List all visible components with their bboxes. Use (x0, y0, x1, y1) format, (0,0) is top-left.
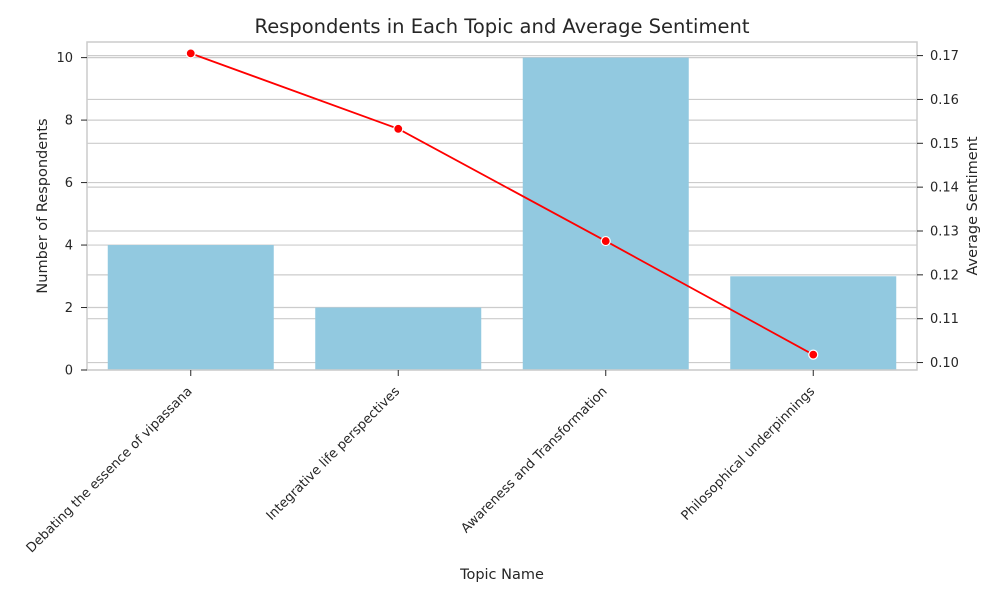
sentiment-line-series (185, 48, 819, 360)
plot-frame (86, 41, 918, 371)
right-tick-label: 0.15 (930, 137, 959, 152)
bar-series (107, 57, 897, 370)
left-y-axis-title: Number of Respondents (35, 118, 51, 293)
right-tick-label: 0.13 (930, 224, 959, 239)
left-y-ticks: 0 2 4 6 8 10 (56, 51, 87, 379)
x-axis-title: Topic Name (459, 567, 544, 583)
sentiment-line (190, 52, 814, 356)
right-y-axis-title: Average Sentiment (965, 136, 981, 275)
chart-title: Respondents in Each Topic and Average Se… (255, 15, 750, 38)
left-tick-label: 8 (65, 114, 73, 129)
left-tick-label: 2 (65, 301, 73, 316)
left-tick-label: 4 (65, 239, 73, 254)
bar (107, 245, 274, 370)
x-tick-label: Philosophical underpinnings (679, 384, 819, 524)
right-tick-label: 0.17 (930, 49, 959, 64)
right-tick-label: 0.11 (930, 312, 959, 327)
x-tick-label: Debating the essence of vipassana (24, 384, 196, 556)
bar (315, 307, 482, 370)
left-tick-label: 0 (65, 364, 73, 379)
right-y-ticks: 0.10 0.11 0.12 0.13 0.14 0.15 0.16 0.17 (917, 49, 959, 371)
left-tick-label: 6 (65, 176, 73, 191)
plot-border (86, 41, 918, 371)
right-tick-label: 0.10 (930, 356, 959, 371)
sentiment-point (808, 349, 819, 360)
right-tick-label: 0.16 (930, 93, 959, 108)
sentiment-point (393, 123, 404, 134)
right-gridlines (87, 54, 917, 364)
bar (522, 57, 689, 370)
right-tick-label: 0.14 (930, 181, 959, 196)
x-tick-label: Integrative life perspectives (264, 384, 404, 524)
sentiment-point (185, 48, 196, 59)
x-tick-label: Awareness and Transformation (459, 384, 611, 536)
x-ticks: Debating the essence of vipassana Integra… (24, 370, 818, 556)
sentiment-point (600, 235, 611, 247)
right-tick-label: 0.12 (930, 268, 959, 283)
left-tick-label: 10 (56, 51, 73, 66)
